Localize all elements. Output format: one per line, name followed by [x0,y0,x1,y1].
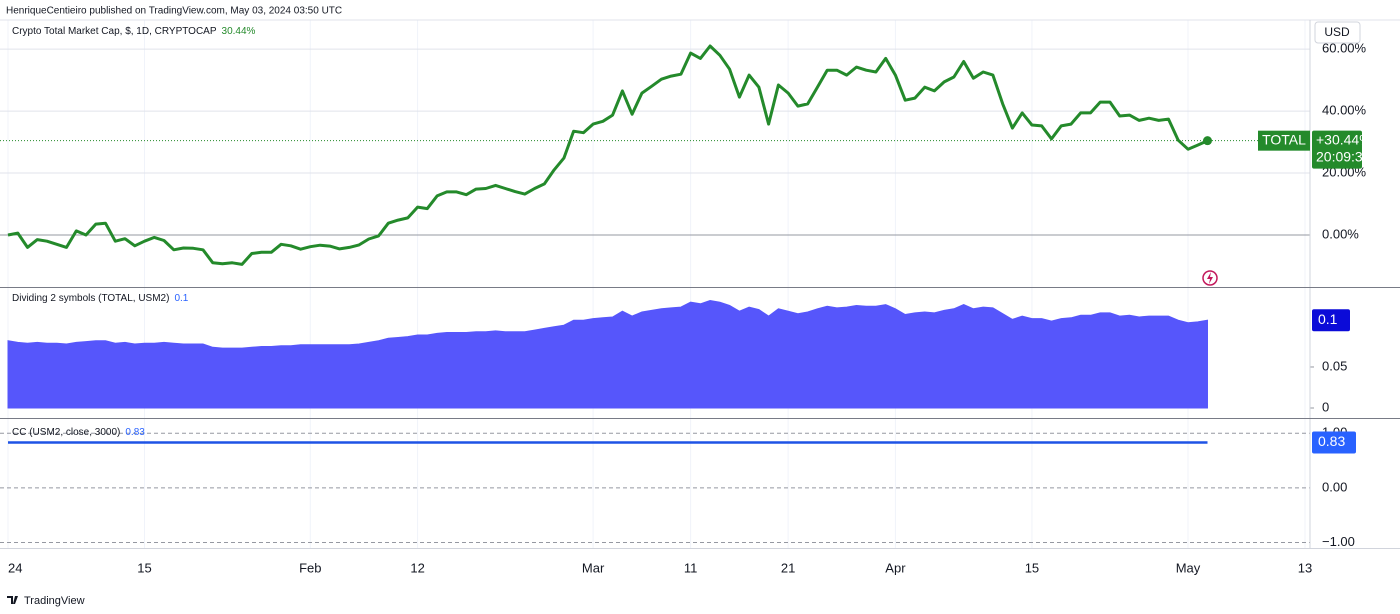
badge-box [1312,130,1362,169]
footer-logo [7,596,18,604]
x-tick-label: May [1176,560,1201,575]
legend-value: 30.44% [222,26,256,37]
x-tick-label: 13 [1298,560,1312,575]
legend-title: CC (USM2, close, 3000) [12,427,120,438]
badge-symbol: TOTAL [1262,131,1306,147]
last-point [1202,136,1212,146]
x-tick-label: 15 [1025,560,1039,575]
badge-box [1312,431,1356,454]
badge-value: 0.1 [1318,311,1338,327]
x-tick-label: 24 [8,560,22,575]
badge-value: 0.83 [1318,433,1345,449]
legend-value: 0.1 [174,293,188,304]
badge-value: +30.44% [1316,131,1372,147]
x-tick-label: 11 [684,560,698,575]
y-tick-label: 0 [1322,399,1329,414]
legend: CC (USM2, close, 3000) 0.83 [12,427,145,438]
y-tick-label: 0.00% [1322,226,1359,241]
alert-ring[interactable] [1202,270,1218,286]
y-tick-label: −1.00 [1322,534,1355,549]
currency-button[interactable] [1314,21,1361,44]
badge-box [1312,309,1350,332]
currency-label[interactable]: USD [1324,25,1350,39]
badge-countdown: 20:09:39 [1316,148,1371,164]
alert-bolt[interactable] [1207,272,1213,284]
x-tick-label: Mar [582,560,605,575]
footer-brand: TradingView [24,595,85,607]
header: HenriqueCentieiro published on TradingVi… [6,6,342,17]
alert-icon[interactable] [1202,270,1218,286]
legend: Crypto Total Market Cap, $, 1D, CRYPTOCA… [12,26,256,37]
plot [0,20,1314,548]
x-tick-label: Apr [885,560,906,575]
logo-mark [7,596,18,604]
legend-title: Crypto Total Market Cap, $, 1D, CRYPTOCA… [12,26,217,37]
legend: Dividing 2 symbols (TOTAL, USM2) 0.1 [12,293,189,304]
x-tick-label: Feb [299,560,321,575]
y-tick-label: 40.00% [1322,103,1367,118]
series-area [7,299,1209,409]
x-tick-label: 21 [781,560,795,575]
y-tick-label: 0.00 [1322,479,1347,494]
legend-title: Dividing 2 symbols (TOTAL, USM2) [12,293,169,304]
x-tick-label: 15 [137,560,151,575]
series-line [7,44,1209,266]
legend-value: 0.83 [125,427,145,438]
y-tick-label: 0.05 [1322,358,1347,373]
x-tick-label: 12 [410,560,424,575]
y-tick-label: 60.00% [1322,41,1367,56]
badge-symbol-box [1258,130,1310,151]
